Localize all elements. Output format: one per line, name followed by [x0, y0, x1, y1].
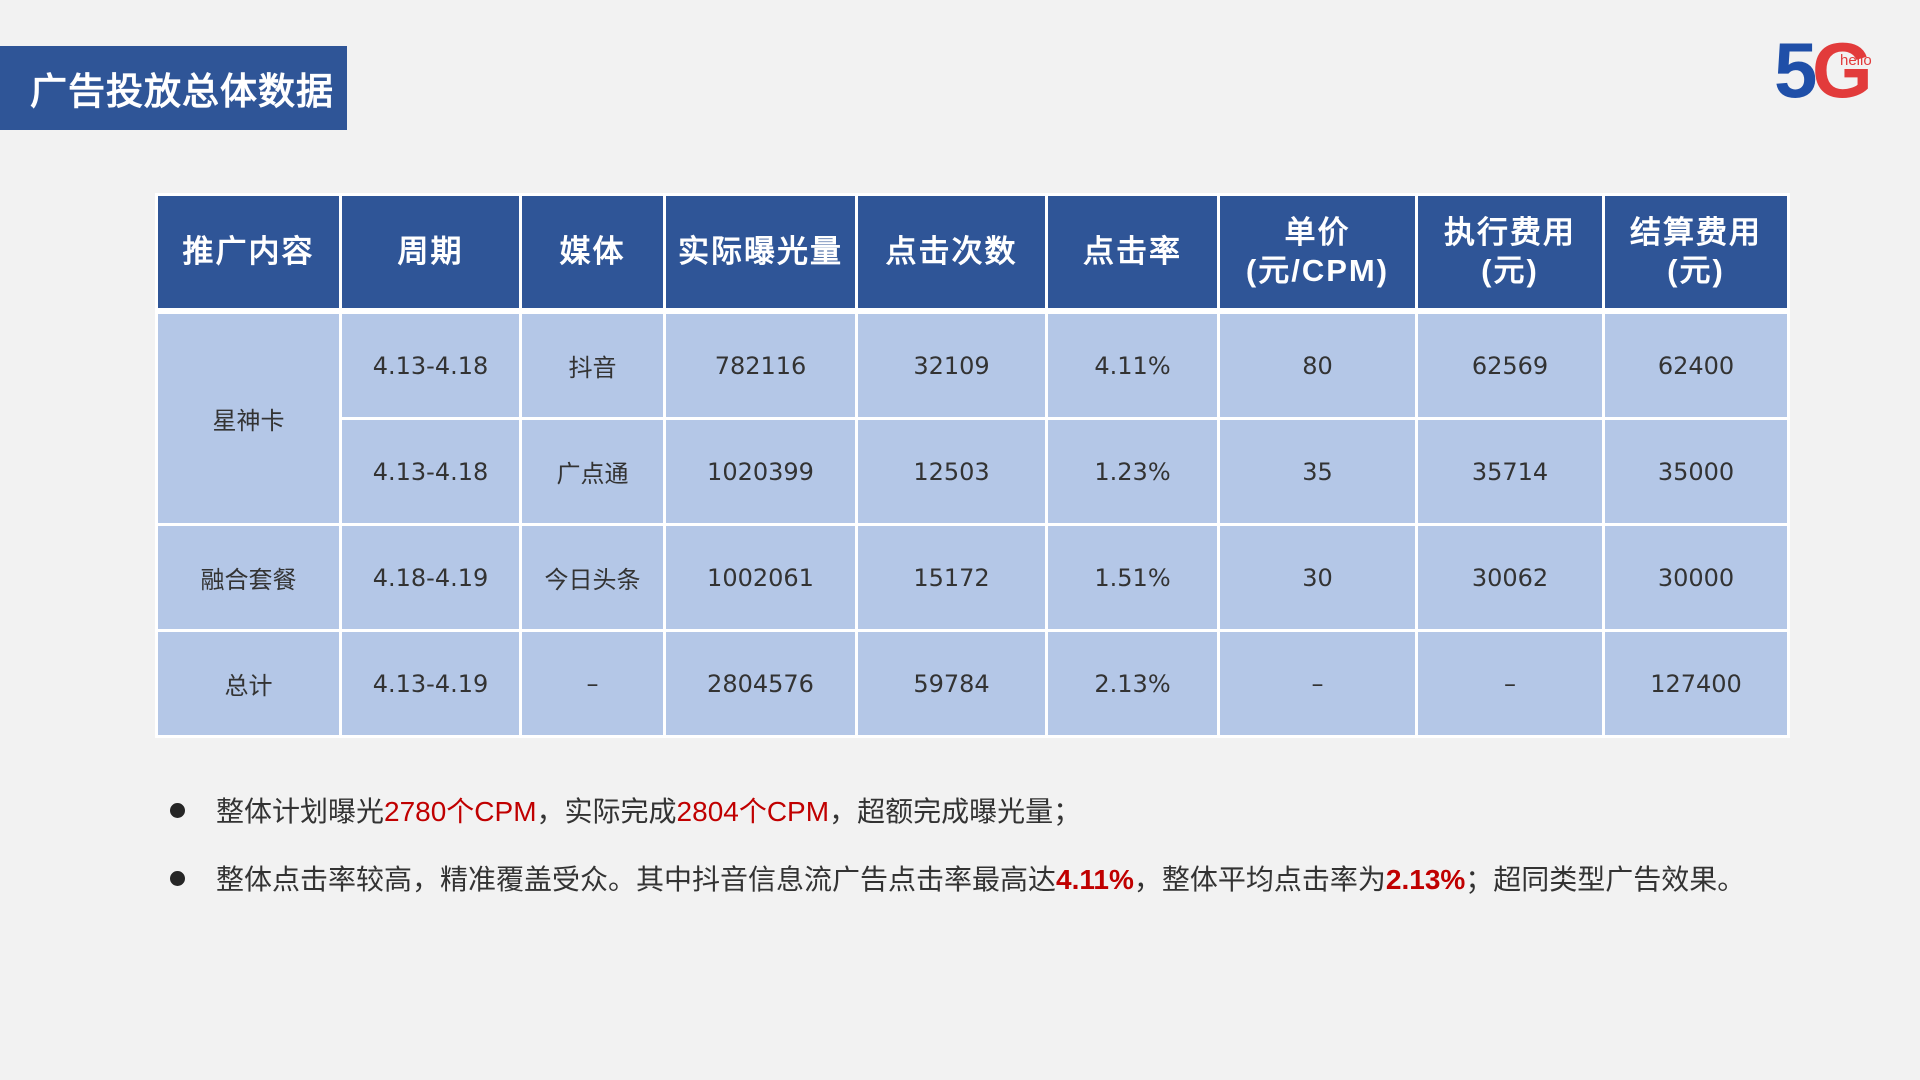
cell-ctr: 2.13%: [1045, 629, 1220, 738]
table-row: 星神卡 4.13-4.18 抖音 782116 32109 4.11% 80 6…: [155, 308, 1790, 526]
col-header-exec-line1: 执行费用: [1444, 215, 1576, 250]
table-row: 融合套餐 4.18-4.19 今日头条 1002061 15172 1.51% …: [155, 523, 1790, 632]
col-header-clicks: 点击次数: [855, 193, 1048, 313]
col-header-settle-line1: 结算费用: [1630, 215, 1762, 250]
table-row-total: 总计 4.13-4.19 – 2804576 59784 2.13% – – 1…: [155, 629, 1790, 738]
bullet-text-part: 整体点击率较高，精准覆盖受众。其中抖音信息流广告点击率最高达: [216, 864, 1057, 895]
bullet-dot-icon: [170, 802, 185, 818]
col-header-settle-cost: 结算费用 (元): [1602, 193, 1790, 313]
cell-price: 80: [1217, 308, 1418, 420]
table-header-row: 推广内容 周期 媒体 实际曝光量 点击次数 点击率 单价 (元/CPM) 执行费用…: [155, 193, 1790, 313]
cell-period: 4.18-4.19: [339, 523, 522, 632]
bullet-highlight: 2780个CPM: [384, 796, 537, 827]
ad-data-table: 推广内容 周期 媒体 实际曝光量 点击次数 点击率 单价 (元/CPM) 执行费用…: [155, 193, 1790, 738]
col-header-settle-line2: (元): [1667, 253, 1725, 288]
bullet-text: 整体点击率较高，精准覆盖受众。其中抖音信息流广告点击率最高达4.11%，整体平均…: [216, 858, 1745, 898]
cell-content: 星神卡: [155, 308, 342, 526]
page-title: 广告投放总体数据: [0, 46, 347, 130]
cell-period: 4.13-4.18: [339, 308, 522, 420]
col-header-period: 周期: [339, 193, 522, 313]
cell-content: 融合套餐: [155, 523, 342, 632]
col-header-price: 单价 (元/CPM): [1217, 193, 1418, 313]
cell-media: 抖音: [519, 308, 666, 420]
logo-5: 5: [1774, 26, 1817, 114]
col-header-exec-line2: (元): [1481, 253, 1539, 288]
cell-settle-cost: 127400: [1602, 629, 1790, 738]
cell-settle-cost: 62400: [1602, 308, 1790, 420]
cell-exposure: 782116: [663, 308, 858, 420]
summary-bullets: 整体计划曝光2780个CPM，实际完成2804个CPM，超额完成曝光量； 整体点…: [170, 790, 1890, 926]
col-header-price-line2: (元/CPM): [1245, 253, 1390, 288]
cell-exec-cost: 62569: [1415, 308, 1605, 420]
cell-clicks: 12503: [855, 417, 1048, 526]
bullet-item: 整体点击率较高，精准覆盖受众。其中抖音信息流广告点击率最高达4.11%，整体平均…: [170, 858, 1890, 898]
cell-period: 4.13-4.18: [339, 417, 522, 526]
logo-hello: hello: [1840, 52, 1872, 69]
cell-media: 今日头条: [519, 523, 666, 632]
bullet-text-part: ，超额完成曝光量；: [829, 796, 1082, 827]
5g-hello-logo: 5 G hello: [1774, 30, 1880, 110]
bullet-highlight: 4.11%: [1056, 864, 1134, 895]
bullet-dot-icon: [170, 870, 185, 886]
cell-content: 总计: [155, 629, 342, 738]
logo-g: G: [1812, 26, 1873, 114]
bullet-text: 整体计划曝光2780个CPM，实际完成2804个CPM，超额完成曝光量；: [216, 790, 1081, 830]
bullet-text-part: ，整体平均点击率为: [1133, 864, 1386, 895]
cell-settle-cost: 35000: [1602, 417, 1790, 526]
cell-exposure: 1020399: [663, 417, 858, 526]
cell-exec-cost: 35714: [1415, 417, 1605, 526]
cell-exec-cost: 30062: [1415, 523, 1605, 632]
cell-price: 30: [1217, 523, 1418, 632]
col-header-exposure: 实际曝光量: [663, 193, 858, 313]
col-header-exec-cost: 执行费用 (元): [1415, 193, 1605, 313]
col-header-price-line1: 单价: [1284, 215, 1351, 250]
cell-price: 35: [1217, 417, 1418, 526]
cell-exposure: 1002061: [663, 523, 858, 632]
bullet-item: 整体计划曝光2780个CPM，实际完成2804个CPM，超额完成曝光量；: [170, 790, 1890, 830]
bullet-text-part: 整体计划曝光: [216, 796, 385, 827]
bullet-text-part: ；超同类型广告效果。: [1465, 864, 1746, 895]
cell-media: –: [519, 629, 666, 738]
cell-settle-cost: 30000: [1602, 523, 1790, 632]
col-header-content: 推广内容: [155, 193, 342, 313]
bullet-text-part: ，实际完成: [536, 796, 677, 827]
bullet-highlight: 2.13%: [1385, 864, 1466, 895]
cell-ctr: 4.11%: [1045, 308, 1220, 420]
bullet-highlight: 2804个CPM: [676, 796, 830, 827]
cell-clicks: 32109: [855, 308, 1048, 420]
table-row: 4.13-4.18 广点通 1020399 12503 1.23% 35 357…: [157, 417, 1790, 526]
cell-clicks: 59784: [855, 629, 1048, 738]
cell-media: 广点通: [519, 417, 666, 526]
cell-price: –: [1217, 629, 1418, 738]
cell-clicks: 15172: [855, 523, 1048, 632]
cell-exec-cost: –: [1415, 629, 1605, 738]
cell-ctr: 1.23%: [1045, 417, 1220, 526]
col-header-media: 媒体: [519, 193, 666, 313]
cell-ctr: 1.51%: [1045, 523, 1220, 632]
cell-period: 4.13-4.19: [339, 629, 522, 738]
cell-exposure: 2804576: [663, 629, 858, 738]
col-header-ctr: 点击率: [1045, 193, 1220, 313]
